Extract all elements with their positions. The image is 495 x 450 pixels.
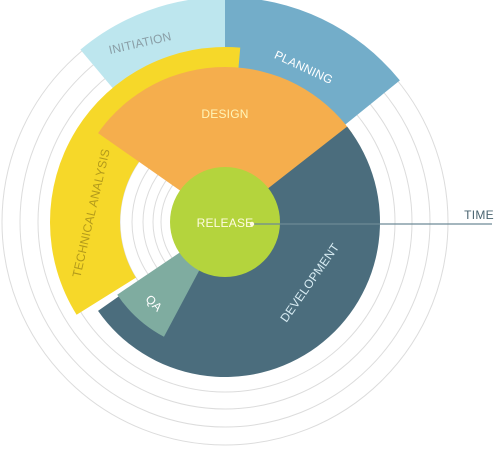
outer-guide-ring-1 [1, 0, 449, 446]
time-axis-label: TIME [464, 208, 494, 222]
release-core [170, 167, 280, 277]
design-label: DESIGN [201, 107, 248, 121]
release-label: RELEASE [197, 216, 254, 230]
design-segment [98, 67, 352, 222]
time-axis-origin-dot [249, 221, 255, 227]
